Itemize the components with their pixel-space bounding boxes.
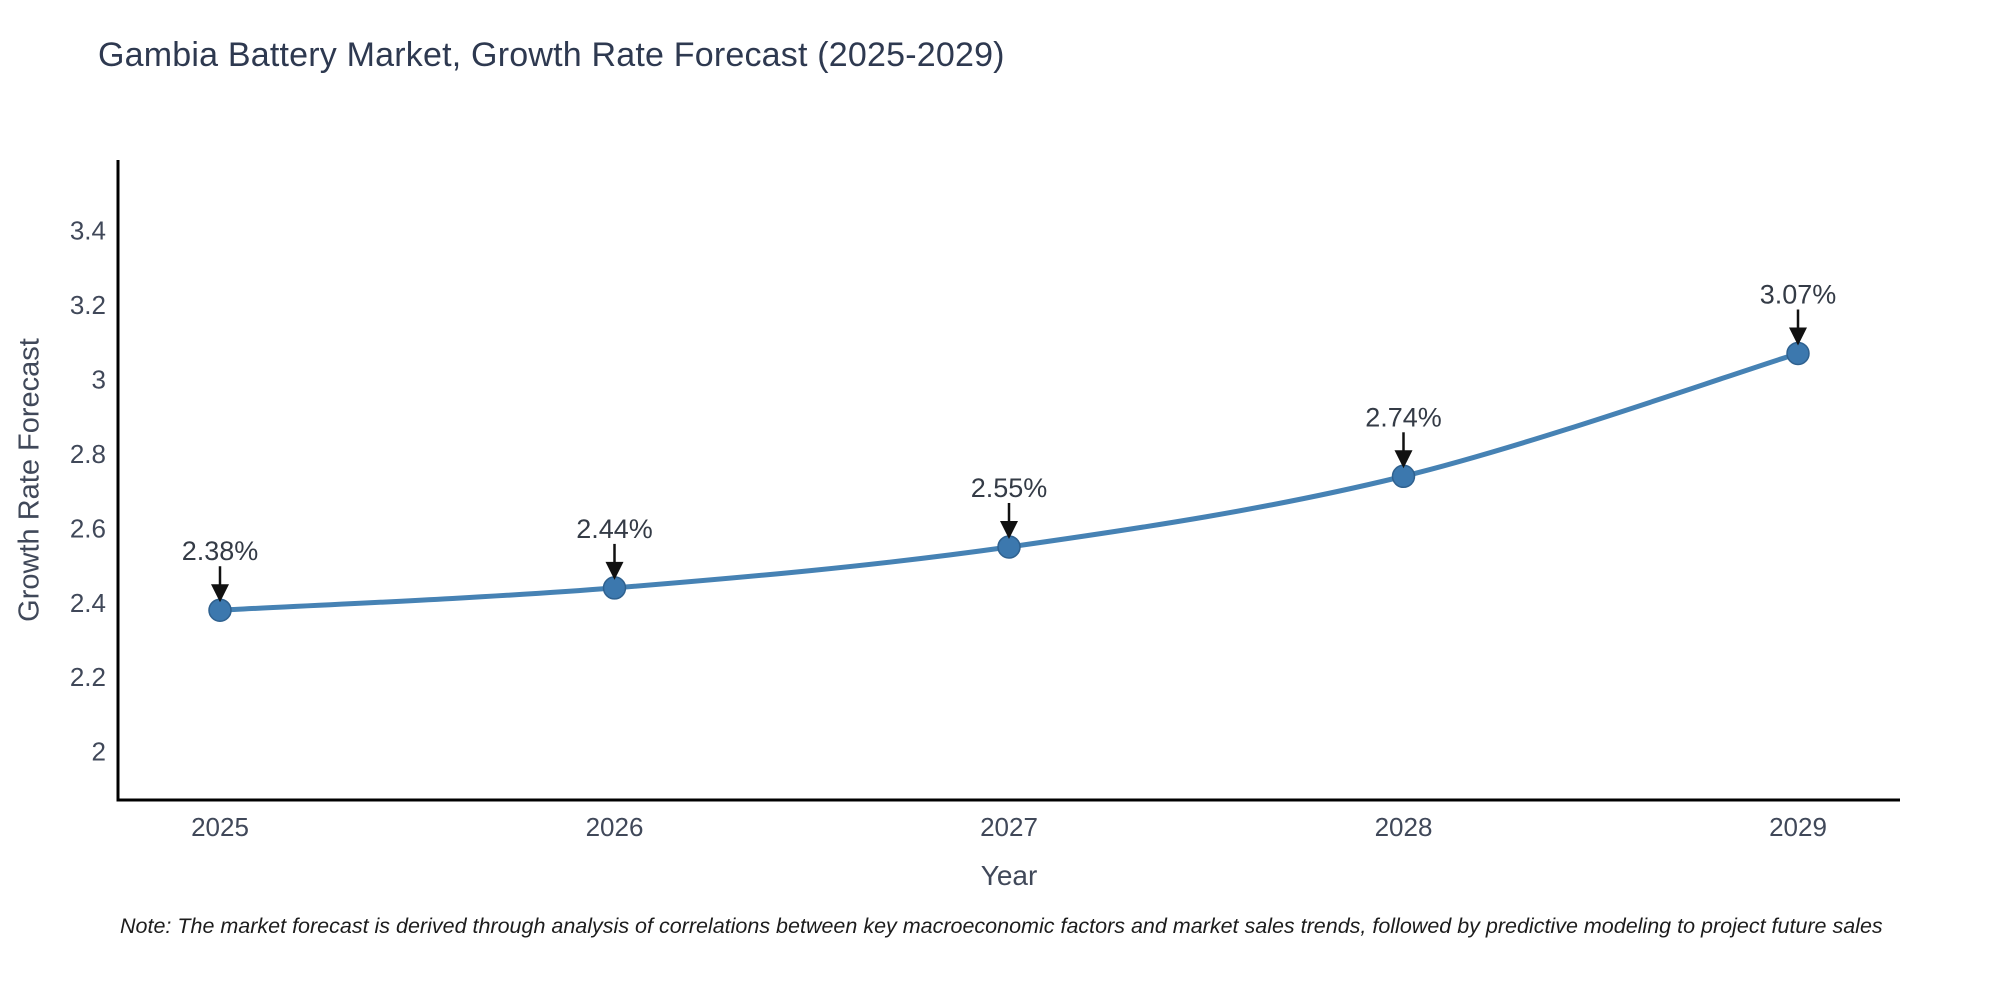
point-annotation: 2.74%: [1365, 402, 1442, 432]
data-point-marker: [1786, 341, 1810, 366]
y-tick-label: 2.4: [70, 588, 106, 618]
y-tick-label: 2.6: [70, 513, 106, 543]
x-tick-label: 2029: [1769, 812, 1827, 842]
data-point-marker: [1391, 464, 1416, 489]
data-point-marker: [208, 598, 232, 622]
annotation-arrowhead: [605, 561, 624, 580]
x-tick-label: 2026: [586, 812, 644, 842]
y-tick-label: 2: [92, 737, 106, 767]
y-tick-label: 2.8: [70, 439, 106, 469]
footnote: Note: The market forecast is derived thr…: [120, 914, 1883, 938]
y-tick-label: 3.2: [70, 290, 106, 320]
point-annotation: 2.44%: [576, 514, 653, 544]
chart-title: Gambia Battery Market, Growth Rate Forec…: [98, 36, 1005, 74]
annotation-arrowhead: [211, 584, 229, 603]
y-tick-label: 3.4: [70, 216, 106, 246]
annotation-arrowhead: [1000, 520, 1018, 539]
y-tick-label: 2.2: [70, 662, 106, 692]
x-axis-title: Year: [980, 860, 1038, 891]
x-tick-label: 2027: [980, 812, 1038, 842]
annotation-arrowhead: [1394, 450, 1413, 469]
y-tick-label: 3: [92, 365, 106, 395]
data-point-marker: [602, 576, 627, 600]
point-annotation: 2.38%: [182, 536, 259, 566]
x-tick-label: 2025: [191, 812, 249, 842]
point-annotation: 3.07%: [1760, 279, 1837, 309]
point-annotation: 2.55%: [971, 473, 1048, 503]
annotation-arrowhead: [1789, 327, 1807, 346]
x-tick-label: 2028: [1375, 812, 1433, 842]
data-point-marker: [997, 535, 1021, 559]
